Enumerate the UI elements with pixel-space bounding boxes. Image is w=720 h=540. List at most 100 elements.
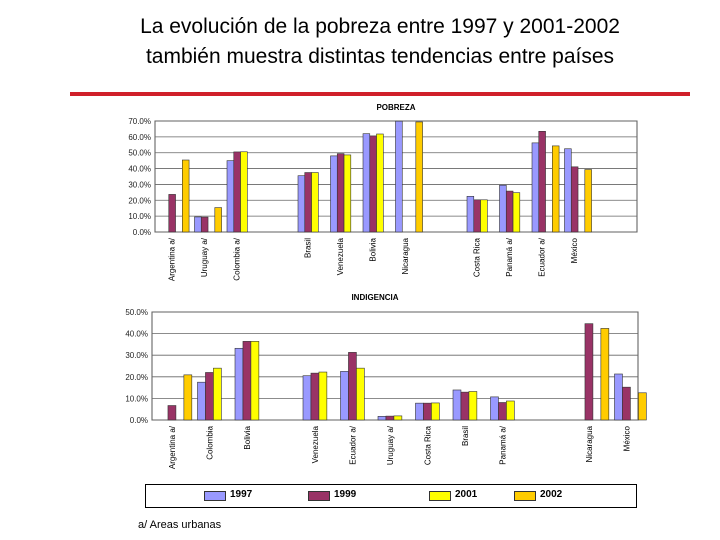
bar-2001 (343, 154, 352, 233)
bar-2002 (183, 374, 193, 421)
bar-1999 (369, 135, 377, 233)
x-tick-label: Brasil (461, 426, 470, 446)
bar-1999 (584, 323, 594, 421)
x-tick-label: Costa Rica (472, 237, 481, 277)
x-tick-label: Colombia (205, 425, 214, 459)
plot-area-2 (151, 311, 639, 421)
bar-1997 (452, 389, 462, 421)
x-tick-label: Costa Rica (423, 425, 432, 465)
x-tick-label: Uruguay a/ (200, 237, 209, 277)
bar-1997 (197, 381, 206, 421)
x-tick-label: Bolivia (243, 425, 252, 449)
bar-2001 (240, 151, 248, 233)
bar-1997 (490, 396, 499, 421)
x-tick-label: Brasil (303, 238, 312, 258)
x-tick-label: Argentina a/ (167, 237, 176, 281)
bar-1997 (194, 216, 202, 233)
bar-2001 (480, 199, 488, 233)
bar-1997 (564, 148, 572, 233)
bar-2001 (468, 391, 478, 421)
bar-1997 (330, 155, 338, 233)
bar-1999 (310, 372, 320, 421)
bar-1997 (362, 133, 371, 233)
y-tick-label: 0.0% (133, 228, 151, 237)
bar-1999 (168, 194, 176, 233)
x-tick-label: Colombia a/ (232, 237, 241, 280)
y-tick-label: 30.0% (125, 351, 148, 360)
y-tick-label: 10.0% (128, 212, 151, 221)
slide-title: La evolución de la pobreza entre 1997 y … (60, 12, 700, 72)
legend-swatch-1997 (204, 491, 226, 501)
bar-2001 (393, 415, 403, 421)
bar-2001 (213, 367, 222, 421)
x-tick-label: Ecuador a/ (348, 425, 357, 464)
bar-1999 (233, 151, 241, 233)
bar-1999 (473, 199, 481, 233)
bar-2002 (182, 159, 190, 233)
bar-2002 (552, 145, 560, 233)
bar-1999 (205, 372, 214, 421)
legend-swatch-1999 (308, 491, 330, 501)
x-tick-label: México (622, 425, 631, 451)
x-tick-label: Argentina a/ (168, 425, 177, 469)
bar-1999 (242, 341, 252, 421)
y-tick-label: 50.0% (125, 308, 148, 317)
y-tick-label: 20.0% (125, 373, 148, 382)
legend-swatch-2001 (429, 491, 451, 501)
bar-2002 (600, 328, 610, 421)
bar-1997 (415, 402, 424, 421)
bar-1999 (167, 405, 177, 421)
bar-2001 (318, 371, 328, 421)
slide-title-line-1: La evolución de la pobreza entre 1997 y … (140, 15, 620, 38)
bar-1997 (377, 416, 387, 421)
x-tick-label: Venezuela (336, 237, 345, 275)
bar-2001 (376, 133, 384, 233)
bar-2001 (506, 400, 515, 421)
bar-2001 (512, 192, 521, 233)
legend-label-2002: 2002 (540, 489, 563, 500)
y-tick-label: 40.0% (125, 330, 148, 339)
bar-1997 (466, 196, 475, 233)
legend-label-1997: 1997 (230, 489, 253, 500)
bar-1999 (498, 402, 507, 421)
x-tick-label: Ecuador a/ (537, 237, 546, 276)
bar-1997 (531, 142, 540, 233)
legend-label-1999: 1999 (334, 489, 357, 500)
chart-title: POBREZA (376, 103, 415, 112)
x-tick-label: Uruguay a/ (386, 425, 395, 465)
bar-2002 (584, 169, 592, 233)
bar-2001 (250, 341, 260, 421)
bar-1999 (304, 172, 312, 233)
chart-legend: 1997 1999 2001 2002 (145, 484, 637, 508)
bar-1999 (200, 216, 209, 233)
slide-title-line-2: también muestra distintas tendencias ent… (145, 45, 615, 68)
y-tick-label: 0.0% (130, 416, 148, 425)
x-tick-label: Panamá a/ (505, 237, 514, 276)
bar-1999 (460, 391, 470, 421)
bar-2002 (214, 207, 222, 233)
bar-2001 (356, 367, 365, 421)
legend-label-2001: 2001 (455, 489, 478, 500)
bar-1997 (297, 175, 306, 233)
x-tick-label: Panamá a/ (498, 425, 507, 464)
bar-1999 (570, 166, 579, 233)
x-tick-label: Nicaragua (585, 425, 594, 462)
bar-1997 (226, 160, 235, 233)
x-tick-label: México (570, 237, 579, 263)
x-tick-label: Nicaragua (401, 237, 410, 274)
bar-1997 (340, 371, 349, 421)
bar-1999 (538, 131, 546, 233)
legend-swatch-2002 (514, 491, 536, 501)
bar-1997 (234, 347, 244, 421)
bar-1999 (385, 415, 395, 421)
y-tick-label: 50.0% (128, 149, 151, 158)
y-tick-label: 70.0% (128, 117, 151, 126)
bar-1997 (499, 184, 507, 233)
bar-2002 (415, 121, 423, 233)
y-tick-label: 40.0% (128, 165, 151, 174)
chart-title: INDIGENCIA (351, 293, 398, 302)
bar-1999 (423, 402, 432, 421)
bar-1999 (505, 190, 514, 233)
bar-1999 (622, 386, 631, 421)
